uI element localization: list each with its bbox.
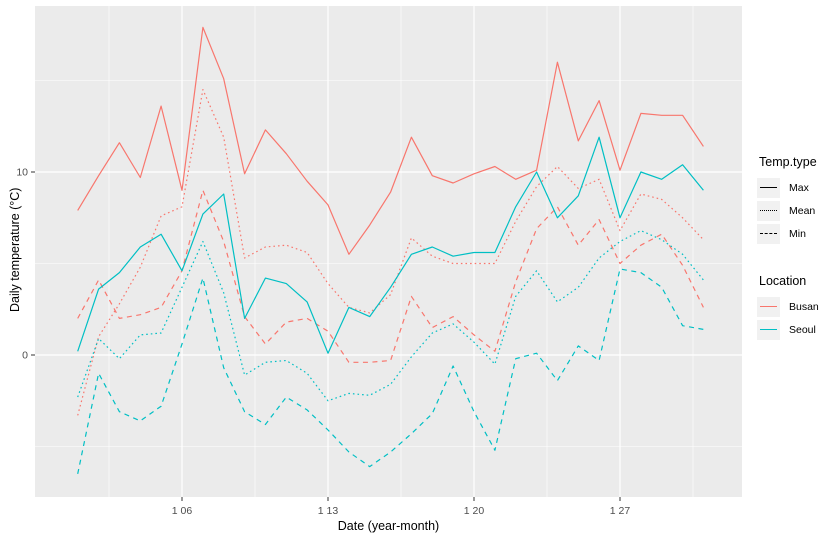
x-tick-label: 1 13 xyxy=(318,505,339,517)
solid-line-icon xyxy=(760,187,777,188)
legend-temp-type-title: Temp.type xyxy=(759,155,817,169)
y-axis-title: Daily temperature (°C) xyxy=(8,187,22,312)
y-tick-label: 10 xyxy=(16,167,28,179)
legend-key-min xyxy=(757,223,780,244)
busan-line-icon xyxy=(760,306,777,307)
legend-temp-type: Temp.type Max Mean Min xyxy=(757,155,837,245)
legend-location-title: Location xyxy=(759,274,807,288)
legend-label-max: Max xyxy=(789,181,809,194)
legend-item-max: Max xyxy=(757,176,837,199)
legend-key-mean xyxy=(757,200,780,221)
dashed-line-icon xyxy=(760,233,777,234)
plot-panel xyxy=(35,6,742,497)
seoul-line-icon xyxy=(760,329,777,330)
series-busan-max xyxy=(77,26,704,255)
legend-item-seoul: Seoul xyxy=(757,318,837,341)
series-seoul-max xyxy=(77,136,704,354)
legend-label-mean: Mean xyxy=(789,204,816,217)
y-tick-label: 0 xyxy=(22,350,28,362)
x-tick-label: 1 27 xyxy=(610,505,631,517)
legend-key-seoul xyxy=(757,319,780,340)
dotted-line-icon xyxy=(760,210,777,211)
x-tick-label: 1 06 xyxy=(172,505,193,517)
legend-label-min: Min xyxy=(789,227,806,240)
series-busan-mean xyxy=(77,88,704,416)
x-tick-label: 1 20 xyxy=(464,505,485,517)
legend-item-busan: Busan xyxy=(757,295,837,318)
series-seoul-mean xyxy=(77,230,704,402)
legend-location: Location Busan Seoul xyxy=(757,274,837,341)
x-axis-title: Date (year-month) xyxy=(337,519,440,533)
legend-label-seoul: Seoul xyxy=(789,323,816,336)
legend-item-min: Min xyxy=(757,222,837,245)
legend-key-max xyxy=(757,177,780,198)
legend-label-busan: Busan xyxy=(789,300,819,313)
series-seoul-min xyxy=(77,268,704,475)
legend-item-mean: Mean xyxy=(757,199,837,222)
legend-key-busan xyxy=(757,296,780,317)
